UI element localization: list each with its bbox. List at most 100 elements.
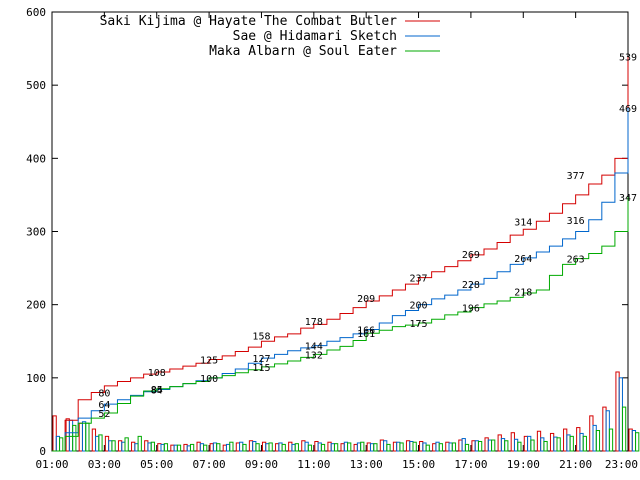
data-label: 125 — [200, 356, 218, 367]
data-label: 84 — [151, 386, 163, 397]
hourly-bar — [464, 443, 470, 452]
series-line — [52, 197, 629, 452]
hourly-bar — [608, 428, 614, 452]
hourly-bar — [216, 443, 221, 452]
hourly-bar — [477, 440, 483, 452]
hourly-bar — [150, 441, 155, 452]
x-tick-label: 21:00 — [559, 458, 592, 471]
hourly-bar — [72, 424, 77, 452]
x-tick-label: 07:00 — [193, 458, 226, 471]
legend-label: Saki Kijima @ Hayate The Combat Butler — [100, 14, 398, 29]
data-label: 228 — [462, 280, 480, 291]
y-tick-label: 500 — [26, 79, 46, 92]
hourly-bar — [504, 440, 509, 452]
legend-label: Maka Albarn @ Soul Eater — [209, 44, 397, 59]
data-label: 100 — [200, 374, 218, 385]
hourly-bar — [98, 434, 103, 452]
hourly-bar — [595, 430, 601, 452]
hourly-bar — [255, 443, 260, 452]
hourly-bar — [229, 441, 234, 452]
hourly-bar — [163, 443, 169, 452]
hourly-bar — [438, 443, 443, 452]
hourly-bar — [491, 439, 496, 452]
data-label: 132 — [305, 350, 323, 361]
data-label: 175 — [410, 319, 428, 330]
hourly-bar — [268, 442, 273, 452]
x-tick-label: 05:00 — [140, 458, 173, 471]
x-tick-label: 15:00 — [402, 458, 435, 471]
x-tick-label: 11:00 — [297, 458, 330, 471]
hourly-bar — [111, 440, 116, 452]
hourly-bar — [137, 435, 142, 452]
data-label: 127 — [252, 354, 270, 365]
data-label: 166 — [357, 326, 375, 337]
data-label: 209 — [357, 294, 375, 305]
data-label: 52 — [98, 409, 110, 420]
y-tick-label: 100 — [26, 372, 46, 385]
data-label: 80 — [98, 388, 110, 399]
data-label: 161 — [357, 329, 375, 340]
hourly-bar — [412, 441, 417, 452]
data-label: 263 — [567, 255, 585, 266]
data-label: 85 — [151, 385, 163, 396]
hourly-bar — [399, 442, 404, 452]
x-tick-label: 13:00 — [350, 458, 383, 471]
data-label: 196 — [462, 304, 480, 315]
hourly-bar — [203, 444, 208, 452]
data-label: 218 — [514, 287, 532, 298]
hourly-bar — [85, 422, 90, 452]
hourly-bar — [635, 432, 640, 452]
y-tick-label: 300 — [26, 226, 46, 239]
hourly-bar — [59, 437, 64, 452]
series-line — [52, 56, 629, 452]
hourly-bar — [176, 444, 182, 452]
y-tick-label: 600 — [26, 6, 46, 19]
x-axis: 01:00 03:00 05:00 07:00 09:00 11:00 13:00 15:00… — [35, 12, 638, 471]
hourly-bar — [451, 442, 457, 452]
hourly-bar — [124, 437, 129, 452]
data-label: 115 — [252, 363, 270, 374]
plot-frame — [51, 11, 629, 452]
x-tick-label: 03:00 — [88, 458, 121, 471]
hourly-bar — [189, 443, 195, 452]
data-label: 108 — [148, 368, 166, 379]
x-tick-label: 01:00 — [35, 458, 68, 471]
y-tick-label: 0 — [39, 445, 46, 458]
y-tick-label: 200 — [26, 299, 46, 312]
hourly-bar — [425, 444, 430, 452]
x-tick-label: 09:00 — [245, 458, 278, 471]
hourly-bar — [320, 443, 326, 452]
hourly-bar — [582, 435, 587, 452]
data-label: 269 — [462, 250, 480, 261]
data-label: 64 — [98, 400, 110, 411]
hourly-bar — [530, 439, 535, 452]
data-labels: 8010812515817820923726931437753964841271… — [98, 53, 637, 420]
y-tick-label: 400 — [26, 152, 46, 165]
data-label: 237 — [410, 274, 428, 285]
data-label: 316 — [567, 216, 585, 227]
hourly-bar — [373, 443, 378, 452]
series-line — [52, 107, 629, 452]
data-label: 264 — [514, 254, 532, 265]
hourly-bar — [543, 440, 548, 452]
hourly-bar — [294, 443, 299, 452]
hourly-bar — [621, 406, 627, 452]
data-label: 539 — [619, 53, 637, 64]
data-label: 314 — [514, 217, 532, 228]
data-label: 377 — [567, 171, 585, 182]
legend-label: Sae @ Hidamari Sketch — [233, 29, 397, 44]
hourly-bar — [569, 435, 574, 452]
legend: Saki Kijima @ Hayate The Combat ButlerSa… — [100, 14, 440, 59]
x-tick-label: 17:00 — [454, 458, 487, 471]
hourly-bar — [347, 442, 352, 452]
cumulative-lines — [52, 56, 629, 452]
data-label: 158 — [252, 331, 270, 342]
hourly-bar — [360, 441, 365, 452]
x-tick-label: 19:00 — [507, 458, 540, 471]
data-label: 469 — [619, 104, 637, 115]
hourly-bar — [556, 437, 561, 452]
y-axis: 0 100 200 300 400 500 600 — [26, 6, 628, 458]
data-label: 200 — [410, 301, 428, 312]
hourly-bars — [52, 371, 640, 452]
